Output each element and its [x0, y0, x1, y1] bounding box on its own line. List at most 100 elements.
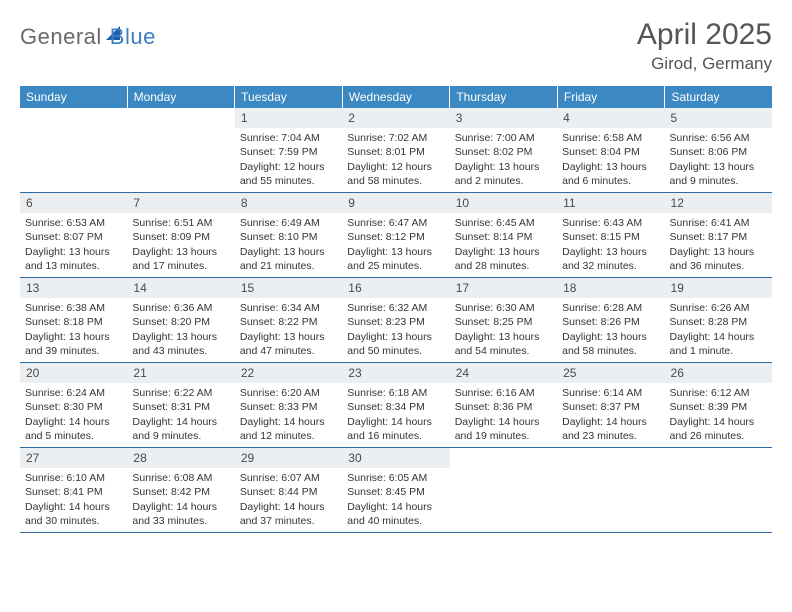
sunrise-text: Sunrise: 6:08 AM — [132, 471, 229, 485]
day-number: 22 — [235, 363, 342, 383]
day-number: 21 — [127, 363, 234, 383]
day-cell: 11Sunrise: 6:43 AMSunset: 8:15 PMDayligh… — [557, 193, 664, 277]
daylight-text: Daylight: 14 hours and 1 minute. — [670, 330, 767, 358]
day-body: Sunrise: 6:45 AMSunset: 8:14 PMDaylight:… — [450, 213, 557, 277]
day-cell — [127, 108, 234, 192]
daylight-text: Daylight: 14 hours and 33 minutes. — [132, 500, 229, 528]
week-row: 20Sunrise: 6:24 AMSunset: 8:30 PMDayligh… — [20, 363, 772, 448]
daylight-text: Daylight: 13 hours and 54 minutes. — [455, 330, 552, 358]
day-number: 15 — [235, 278, 342, 298]
day-cell: 2Sunrise: 7:02 AMSunset: 8:01 PMDaylight… — [342, 108, 449, 192]
sunrise-text: Sunrise: 6:18 AM — [347, 386, 444, 400]
day-number: 14 — [127, 278, 234, 298]
day-number: 8 — [235, 193, 342, 213]
daylight-text: Daylight: 13 hours and 28 minutes. — [455, 245, 552, 273]
brand-logo: General Blue — [20, 18, 156, 50]
daylight-text: Daylight: 13 hours and 21 minutes. — [240, 245, 337, 273]
day-body: Sunrise: 7:04 AMSunset: 7:59 PMDaylight:… — [235, 128, 342, 192]
day-body: Sunrise: 6:49 AMSunset: 8:10 PMDaylight:… — [235, 213, 342, 277]
day-body: Sunrise: 6:34 AMSunset: 8:22 PMDaylight:… — [235, 298, 342, 362]
daylight-text: Daylight: 13 hours and 17 minutes. — [132, 245, 229, 273]
sunset-text: Sunset: 8:17 PM — [670, 230, 767, 244]
day-cell: 14Sunrise: 6:36 AMSunset: 8:20 PMDayligh… — [127, 278, 234, 362]
sunset-text: Sunset: 7:59 PM — [240, 145, 337, 159]
day-body: Sunrise: 6:32 AMSunset: 8:23 PMDaylight:… — [342, 298, 449, 362]
sunrise-text: Sunrise: 7:00 AM — [455, 131, 552, 145]
day-body: Sunrise: 6:22 AMSunset: 8:31 PMDaylight:… — [127, 383, 234, 447]
daylight-text: Daylight: 14 hours and 26 minutes. — [670, 415, 767, 443]
day-cell: 27Sunrise: 6:10 AMSunset: 8:41 PMDayligh… — [20, 448, 127, 532]
day-body: Sunrise: 6:18 AMSunset: 8:34 PMDaylight:… — [342, 383, 449, 447]
day-number: 23 — [342, 363, 449, 383]
day-number: 19 — [665, 278, 772, 298]
day-number: 16 — [342, 278, 449, 298]
daylight-text: Daylight: 14 hours and 30 minutes. — [25, 500, 122, 528]
daylight-text: Daylight: 12 hours and 55 minutes. — [240, 160, 337, 188]
sunset-text: Sunset: 8:10 PM — [240, 230, 337, 244]
weeks-container: 1Sunrise: 7:04 AMSunset: 7:59 PMDaylight… — [20, 108, 772, 533]
day-cell: 30Sunrise: 6:05 AMSunset: 8:45 PMDayligh… — [342, 448, 449, 532]
day-body: Sunrise: 6:05 AMSunset: 8:45 PMDaylight:… — [342, 468, 449, 532]
week-row: 1Sunrise: 7:04 AMSunset: 7:59 PMDaylight… — [20, 108, 772, 193]
day-cell: 24Sunrise: 6:16 AMSunset: 8:36 PMDayligh… — [450, 363, 557, 447]
calendar: Sunday Monday Tuesday Wednesday Thursday… — [20, 86, 772, 533]
day-cell: 5Sunrise: 6:56 AMSunset: 8:06 PMDaylight… — [665, 108, 772, 192]
day-body: Sunrise: 6:10 AMSunset: 8:41 PMDaylight:… — [20, 468, 127, 532]
sunset-text: Sunset: 8:42 PM — [132, 485, 229, 499]
sunrise-text: Sunrise: 6:41 AM — [670, 216, 767, 230]
sunset-text: Sunset: 8:41 PM — [25, 485, 122, 499]
day-number: 28 — [127, 448, 234, 468]
day-body: Sunrise: 6:28 AMSunset: 8:26 PMDaylight:… — [557, 298, 664, 362]
day-body: Sunrise: 6:07 AMSunset: 8:44 PMDaylight:… — [235, 468, 342, 532]
daylight-text: Daylight: 13 hours and 39 minutes. — [25, 330, 122, 358]
daylight-text: Daylight: 14 hours and 23 minutes. — [562, 415, 659, 443]
day-cell — [20, 108, 127, 192]
sunrise-text: Sunrise: 6:24 AM — [25, 386, 122, 400]
day-body: Sunrise: 7:02 AMSunset: 8:01 PMDaylight:… — [342, 128, 449, 192]
sunrise-text: Sunrise: 6:51 AM — [132, 216, 229, 230]
sunrise-text: Sunrise: 6:30 AM — [455, 301, 552, 315]
day-number: 10 — [450, 193, 557, 213]
sunset-text: Sunset: 8:15 PM — [562, 230, 659, 244]
daylight-text: Daylight: 13 hours and 32 minutes. — [562, 245, 659, 273]
sunset-text: Sunset: 8:02 PM — [455, 145, 552, 159]
day-cell: 4Sunrise: 6:58 AMSunset: 8:04 PMDaylight… — [557, 108, 664, 192]
page-title: April 2025 — [637, 18, 772, 52]
sunset-text: Sunset: 8:37 PM — [562, 400, 659, 414]
day-cell: 10Sunrise: 6:45 AMSunset: 8:14 PMDayligh… — [450, 193, 557, 277]
daylight-text: Daylight: 13 hours and 47 minutes. — [240, 330, 337, 358]
daylight-text: Daylight: 14 hours and 19 minutes. — [455, 415, 552, 443]
weekday-fri: Friday — [558, 86, 666, 108]
sunset-text: Sunset: 8:25 PM — [455, 315, 552, 329]
day-number: 30 — [342, 448, 449, 468]
day-cell: 25Sunrise: 6:14 AMSunset: 8:37 PMDayligh… — [557, 363, 664, 447]
day-cell: 18Sunrise: 6:28 AMSunset: 8:26 PMDayligh… — [557, 278, 664, 362]
daylight-text: Daylight: 13 hours and 58 minutes. — [562, 330, 659, 358]
day-number: 17 — [450, 278, 557, 298]
sunset-text: Sunset: 8:30 PM — [25, 400, 122, 414]
daylight-text: Daylight: 14 hours and 16 minutes. — [347, 415, 444, 443]
sunset-text: Sunset: 8:45 PM — [347, 485, 444, 499]
day-number: 3 — [450, 108, 557, 128]
sunrise-text: Sunrise: 7:04 AM — [240, 131, 337, 145]
day-number: 7 — [127, 193, 234, 213]
day-cell: 6Sunrise: 6:53 AMSunset: 8:07 PMDaylight… — [20, 193, 127, 277]
sunset-text: Sunset: 8:04 PM — [562, 145, 659, 159]
sunset-text: Sunset: 8:07 PM — [25, 230, 122, 244]
week-row: 13Sunrise: 6:38 AMSunset: 8:18 PMDayligh… — [20, 278, 772, 363]
daylight-text: Daylight: 13 hours and 43 minutes. — [132, 330, 229, 358]
day-number: 25 — [557, 363, 664, 383]
day-cell: 7Sunrise: 6:51 AMSunset: 8:09 PMDaylight… — [127, 193, 234, 277]
sunset-text: Sunset: 8:26 PM — [562, 315, 659, 329]
sunset-text: Sunset: 8:18 PM — [25, 315, 122, 329]
day-cell: 26Sunrise: 6:12 AMSunset: 8:39 PMDayligh… — [665, 363, 772, 447]
day-body: Sunrise: 6:30 AMSunset: 8:25 PMDaylight:… — [450, 298, 557, 362]
sunrise-text: Sunrise: 6:38 AM — [25, 301, 122, 315]
day-cell — [450, 448, 557, 532]
sunset-text: Sunset: 8:33 PM — [240, 400, 337, 414]
weekday-tue: Tuesday — [235, 86, 343, 108]
sunrise-text: Sunrise: 6:05 AM — [347, 471, 444, 485]
weekday-sun: Sunday — [20, 86, 128, 108]
day-number: 24 — [450, 363, 557, 383]
header: General Blue April 2025 Girod, Germany — [20, 18, 772, 74]
